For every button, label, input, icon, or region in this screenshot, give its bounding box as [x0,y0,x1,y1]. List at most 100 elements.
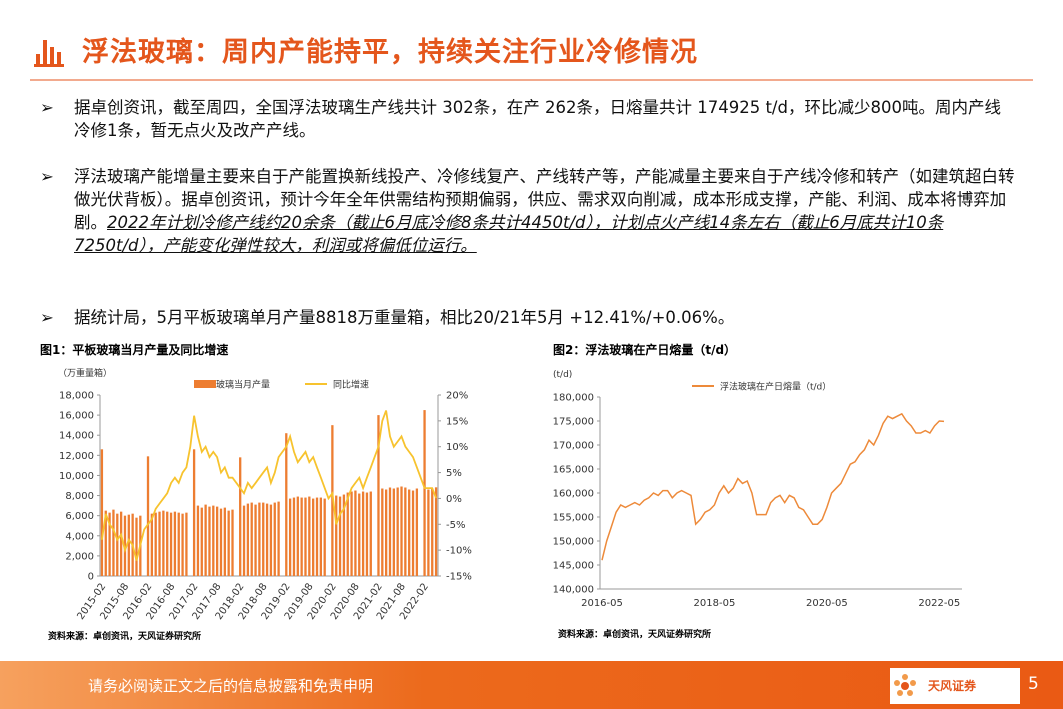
bar [354,490,357,576]
bar [262,502,265,576]
bar [150,513,154,576]
chart-title: 图2：浮法玻璃在产日熔量（t/d） [553,342,736,357]
bar [361,491,365,576]
bar [319,497,323,576]
bar [369,491,372,576]
bar [146,456,150,576]
y2-tick-label: -15% [446,572,472,583]
bullet-text: 浮法玻璃产能增量主要来自于产能置换新线投产、冷修线复产、产线转产等，产能减量主要… [74,167,1015,232]
y-tick-label: 165,000 [553,465,594,476]
y2-tick-label: 5% [446,468,462,479]
title-icon [34,40,64,67]
logo-box [890,668,1020,704]
footer-band [0,661,1063,709]
bar [392,488,395,576]
bar [254,504,257,576]
bar [273,502,276,576]
bar [177,512,180,576]
legend-swatch [194,380,216,388]
bullet: ➢ 据统计局，5月平板玻璃单月产量8818万重量箱，相比20/21年5月 +12.… [40,306,1015,329]
bullet: ➢ 据卓创资讯，截至周四，全国浮法玻璃生产线共计 302条，在产 262条，日熔量… [40,96,1015,142]
bar [346,492,349,576]
bar [427,489,430,576]
bar [304,497,307,576]
bar [112,509,115,576]
source: 资料来源：卓创资讯，天风证券研究所 [558,628,711,640]
x-tick-label: 2020-05 [806,598,848,609]
bar [123,515,127,576]
bar [415,488,419,576]
bar [323,498,326,576]
bar [181,513,184,576]
bar [185,512,188,576]
bar [200,507,203,576]
y-tick-label: 12,000 [59,451,94,462]
legend-label: 浮法玻璃在产日熔量（t/d） [720,381,831,393]
bar [431,488,434,576]
bar [246,503,250,576]
series-line [101,410,437,561]
bar [158,511,161,576]
y-tick-label: 16,000 [59,411,94,422]
bar [127,514,130,576]
bar [408,489,411,576]
bar [285,433,288,576]
bar [204,504,207,576]
bar [250,502,253,576]
title: 浮法玻璃：周内产能持平，持续关注行业冷修情况 [82,37,698,68]
bar [388,487,392,576]
y-tick-label: 140,000 [553,585,594,596]
bar [227,510,230,576]
bar [312,498,315,576]
bar [108,512,111,576]
y-axis-label: （万重量箱） [58,367,112,379]
y-tick-label: 155,000 [553,513,594,524]
bullet-body: 浮法玻璃产能增量主要来自于产能置换新线投产、冷修线复产、产线转产等，产能减量主要… [74,165,1015,257]
bar [104,510,107,576]
logo-text: 天风证券 [928,679,977,693]
bar [342,494,346,576]
bar [215,506,219,576]
bar [411,490,415,576]
bar [169,512,173,576]
x-tick-label: 2018-05 [694,598,736,609]
y-tick-label: 8,000 [65,491,94,502]
bar [315,497,319,576]
bar [265,503,269,576]
bar [377,415,380,576]
bar [296,496,299,576]
bar [381,488,384,576]
bar [308,496,311,576]
bar [219,508,223,576]
y-tick-label: 6,000 [65,511,94,522]
y-tick-label: 170,000 [553,441,594,452]
y-tick-label: 10,000 [59,471,94,482]
bar [404,487,407,576]
y2-tick-label: 15% [446,416,468,427]
bar [365,492,369,576]
page-number: 5 [1028,674,1039,694]
bar [116,513,119,576]
bar [384,489,388,576]
bar [335,495,338,576]
bar [269,504,273,576]
bar [396,487,399,576]
y-axis-label: (t/d) [553,370,572,380]
bullet-text: 据统计局，5月平板玻璃单月产量8818万重量箱，相比20/21年5月 +12.4… [74,308,735,327]
bar [239,457,242,576]
x-tick-label: 2022-05 [918,598,960,609]
chart-title: 图1：平板玻璃当月产量及同比增速 [40,342,228,357]
bar [223,507,226,576]
bar [231,509,234,576]
bullet-text: 据卓创资讯，截至周四，全国浮法玻璃生产线共计 302条，在产 262条，日熔量共… [74,98,1001,140]
y-tick-label: 18,000 [59,391,94,402]
series-line [601,412,945,561]
bar [423,410,426,576]
y-tick-label: 180,000 [553,393,594,404]
bar [258,502,261,576]
legend-label: 玻璃当月产量 [216,379,270,391]
bar [277,501,280,576]
bar [192,449,196,576]
bar [350,491,353,576]
